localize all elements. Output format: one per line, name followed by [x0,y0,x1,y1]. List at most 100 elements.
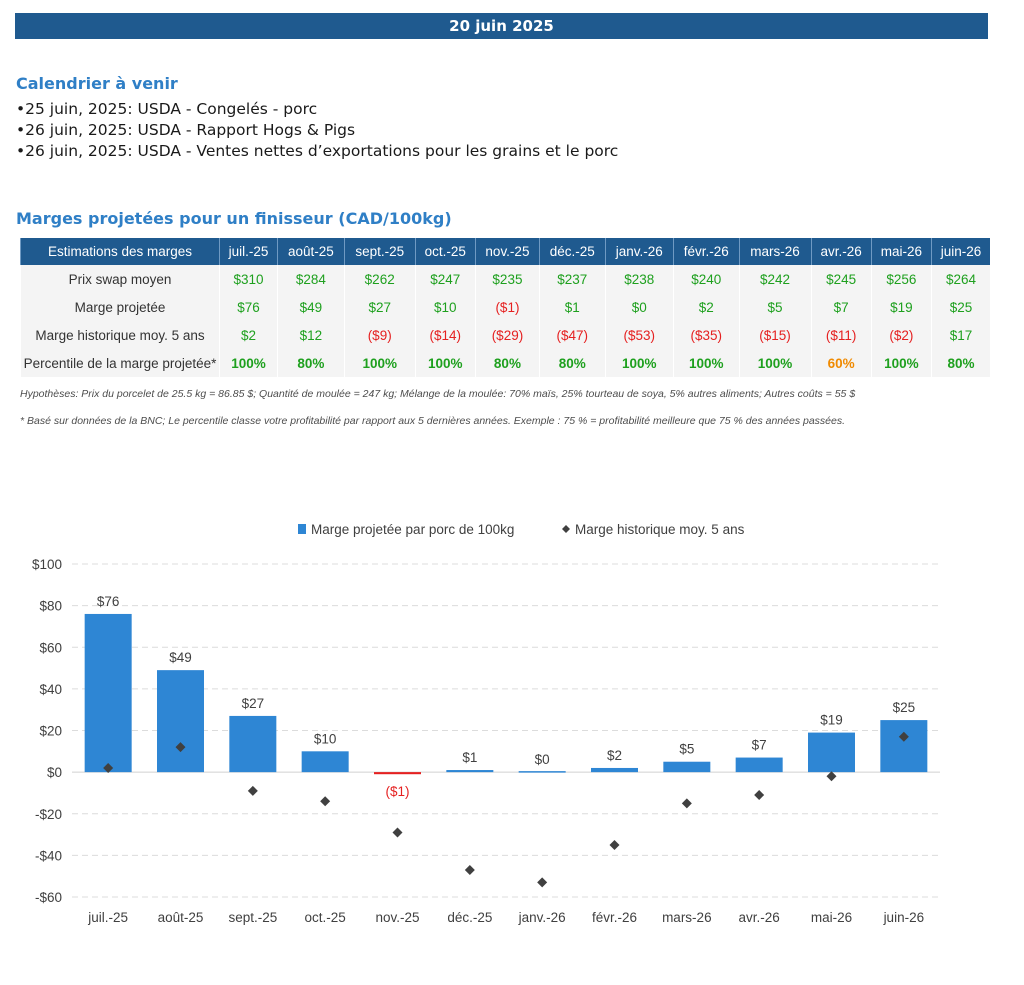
table-cell: $7 [810,293,872,321]
table-cell: ($47) [539,321,606,349]
x-axis: juil.-25 août-25 sept.-25 oct.-25 nov.-25 déc… [87,910,924,925]
table-cell: $237 [539,265,606,293]
y-tick-label: $80 [39,599,62,614]
table-cell: $76 [218,293,278,321]
margins-table: Estimations des marges juil.-25 août-25 se… [20,238,990,377]
y-tick-label: $0 [47,765,62,780]
row-label: Marge historique moy. 5 ans [20,321,220,349]
history-marker [681,798,692,809]
bar-data-label: $1 [462,750,477,765]
y-tick-label: -$40 [35,848,62,863]
history-marker [175,742,186,753]
table-cell: $284 [277,265,345,293]
month-header: déc.-25 [539,238,606,265]
table-row: Marge projetée $76 $49 $27 $10 ($1) $1 $0 $2 $5 $7… [20,293,990,321]
bar-data-label: $0 [535,752,550,767]
row-label: Prix swap moyen [20,265,220,293]
month-header: oct.-25 [414,238,476,265]
bar-series: $76 $49 $27 $10 ($1) $1 $0 $2 $5 $7 $19 $25 [84,594,928,799]
bar [446,770,494,773]
bar-data-label: $49 [169,650,192,665]
table-cell: 80% [930,349,990,377]
table-cell: $2 [673,293,740,321]
calendar-event: 26 juin, 2025: USDA - Ventes nettes d’ex… [16,141,618,162]
history-marker [464,864,475,875]
table-cell: ($11) [810,321,872,349]
table-header-row: Estimations des marges juil.-25 août-25 se… [20,238,990,265]
history-marker [247,785,258,796]
month-header: nov.-25 [474,238,540,265]
table-cell: $242 [738,265,812,293]
legend-marker-swatch [562,525,570,533]
legend-marker-label: Marge historique moy. 5 ans [575,522,745,537]
y-tick-label: $60 [39,640,62,655]
table-cell: ($9) [343,321,416,349]
table-cell: $235 [474,265,540,293]
history-marker [392,827,403,838]
bar-data-label: $5 [679,742,694,757]
table-cell: ($2) [870,321,932,349]
margin-chart: Marge projetée par porc de 100kg Marge h… [32,522,940,925]
bar-data-label: $76 [97,594,120,609]
calendar-event-list: 25 juin, 2025: USDA - Congelés - porc 26… [16,99,618,162]
bar-data-label: $10 [314,731,337,746]
month-header: avr.-26 [810,238,872,265]
table-cell: 80% [539,349,606,377]
table-cell: ($35) [673,321,740,349]
x-tick-label: avr.-26 [739,910,780,925]
bar [808,732,855,773]
month-header: févr.-26 [673,238,740,265]
report-date-banner: 20 juin 2025 [15,13,988,39]
legend-bar-swatch [298,524,306,534]
corner-header: Estimations des marges [20,238,220,265]
x-tick-label: janv.-26 [518,910,566,925]
table-cell: 100% [738,349,812,377]
table-cell: $240 [673,265,740,293]
y-tick-label: $40 [39,682,62,697]
table-row: Prix swap moyen $310 $284 $262 $247 $235 $237 $… [20,265,990,293]
bar-data-label: $2 [607,748,622,763]
table-cell: 100% [414,349,476,377]
history-marker [826,771,837,782]
month-header: mars-26 [738,238,812,265]
table-cell: 80% [474,349,540,377]
table-cell: $264 [930,265,990,293]
x-tick-label: févr.-26 [592,910,637,925]
month-header: juin-26 [930,238,990,265]
footnote: * Basé sur données de la BNC; Le percent… [20,415,846,427]
table-row: Percentile de la marge projetée* 100% 80% 1… [20,349,990,377]
x-tick-label: nov.-25 [375,910,419,925]
month-header: sept.-25 [343,238,416,265]
margins-title: Marges projetées pour un finisseur (CAD/… [16,209,452,228]
x-tick-label: mai-26 [811,910,852,925]
table-cell: 100% [673,349,740,377]
table-cell: $17 [930,321,990,349]
table-cell: $238 [604,265,674,293]
bar [735,757,783,773]
bar-data-label: $25 [893,700,916,715]
table-cell: 80% [277,349,345,377]
history-marker [898,731,909,742]
y-axis: $100 $80 $60 $40 $20 $0 -$20 -$40 -$60 [32,557,62,905]
x-tick-label: déc.-25 [447,910,492,925]
y-tick-label: $100 [32,557,62,572]
row-label: Percentile de la marge projetée* [20,349,220,377]
bar [663,761,711,773]
bar [518,771,566,773]
table-cell: $256 [870,265,932,293]
table-cell: $27 [343,293,416,321]
table-cell: 60% [810,349,872,377]
table-cell: ($15) [738,321,812,349]
table-cell: $1 [539,293,606,321]
table-cell: ($1) [474,293,540,321]
history-marker [537,877,548,888]
history-marker [754,790,765,801]
table-cell: $2 [218,321,278,349]
table-cell: $10 [414,293,476,321]
gridlines [72,563,940,898]
x-tick-label: juil.-25 [87,910,128,925]
history-marker [609,839,620,850]
history-marker [320,796,331,807]
table-cell: $49 [277,293,345,321]
bar [374,772,421,775]
